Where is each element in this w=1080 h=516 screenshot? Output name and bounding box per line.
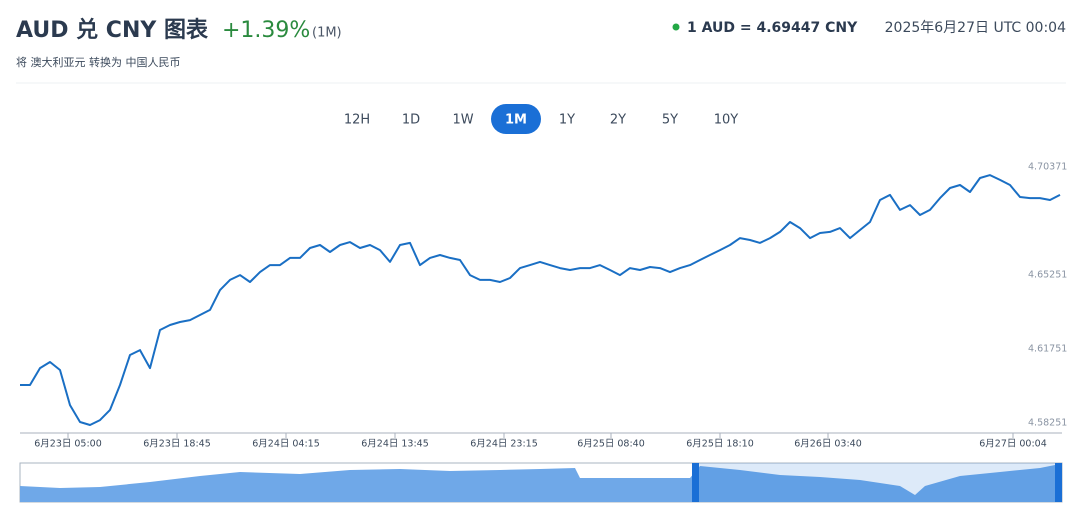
range-button[interactable]: 1D xyxy=(402,113,420,128)
x-tick-label: 6月26日 03:40 xyxy=(794,439,862,450)
range-buttons: 12H 1D 1W 1M 1Y 2Y 5Y 10Y xyxy=(344,104,738,134)
x-tick-label: 6月27日 00:04 xyxy=(979,439,1047,450)
range-button[interactable]: 2Y xyxy=(610,113,626,128)
subtitle: 将 澳大利亚元 转换为 中国人民币 xyxy=(16,55,181,69)
y-tick-label: 4.61751 xyxy=(1028,344,1067,355)
x-tick-label: 6月23日 05:00 xyxy=(34,439,102,450)
y-tick-label: 4.70371 xyxy=(1028,161,1067,172)
timestamp: 2025年6月27日 UTC 00:04 xyxy=(885,20,1066,36)
x-tick-label: 6月25日 18:10 xyxy=(686,439,754,450)
status-dot xyxy=(672,23,680,31)
y-tick-label: 4.58251 xyxy=(1028,418,1067,429)
range-button[interactable]: 5Y xyxy=(662,113,678,128)
rate: 1 AUD = 4.69447 CNY xyxy=(687,20,858,36)
navigator xyxy=(19,462,1063,503)
title: AUD 兑 CNY 图表 xyxy=(16,17,209,43)
navigator-handle[interactable] xyxy=(692,463,699,502)
range-button[interactable]: 12H xyxy=(344,113,370,128)
x-tick-label: 6月24日 04:15 xyxy=(252,439,320,450)
x-tick-label: 6月25日 08:40 xyxy=(577,439,645,450)
x-tick-label: 6月24日 23:15 xyxy=(470,439,538,450)
range-button[interactable]: 10Y xyxy=(714,113,739,128)
x-tick-label: 6月23日 18:45 xyxy=(143,439,211,450)
price-line xyxy=(20,174,1061,426)
y-tick-label: 4.65251 xyxy=(1028,270,1067,281)
x-tick-label: 6月24日 13:45 xyxy=(361,439,429,450)
change: +1.39% xyxy=(222,18,310,43)
navigator-selection[interactable] xyxy=(696,463,1058,502)
range-button[interactable]: 1Y xyxy=(559,113,575,128)
active-button[interactable] xyxy=(491,104,541,134)
range-button[interactable]: 1W xyxy=(452,113,473,128)
navigator-area xyxy=(20,464,1060,502)
period: (1M) xyxy=(312,26,342,41)
navigator-handle[interactable] xyxy=(1055,463,1062,502)
range-button[interactable]: 1M xyxy=(505,113,527,128)
